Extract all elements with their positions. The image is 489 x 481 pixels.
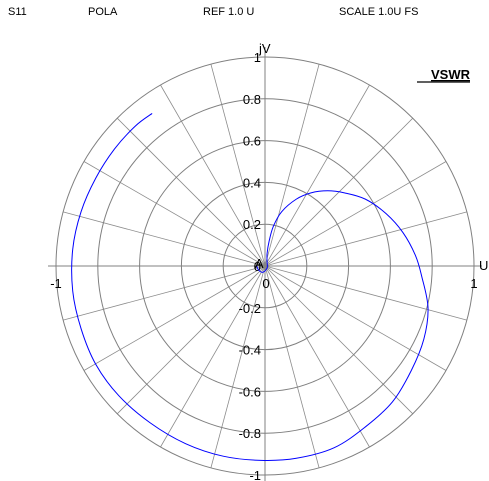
- x-tick-label: -1: [50, 276, 62, 291]
- data-traces: [71, 113, 429, 461]
- y-tick-label: 1: [254, 50, 261, 65]
- grid-spoke: [116, 265, 266, 415]
- reference-value: REF 1.0 U: [203, 6, 255, 18]
- series-line: [71, 113, 429, 461]
- y-tick-label: -0.6: [239, 384, 261, 399]
- y-axis-label: jV: [258, 41, 271, 56]
- chart-axes: [48, 47, 482, 481]
- data-markers: A: [255, 256, 264, 271]
- grid-spoke: [264, 64, 320, 267]
- grid-spoke: [264, 265, 467, 321]
- grid-spoke: [264, 265, 320, 468]
- grid-spoke: [116, 117, 266, 267]
- y-tick-label: -0.4: [239, 343, 261, 358]
- grid-spoke: [264, 211, 467, 267]
- chart-title: VSWR: [431, 67, 471, 82]
- grid-spoke: [264, 265, 414, 415]
- grid-spoke: [264, 161, 447, 267]
- grid-spoke: [210, 265, 266, 468]
- grid-spoke: [83, 161, 266, 267]
- grid-spoke: [264, 265, 370, 448]
- scale-value: SCALE 1.0U FS: [339, 6, 419, 18]
- grid-spoke: [264, 265, 447, 371]
- grid-spoke: [160, 265, 266, 448]
- marker-label: A: [255, 256, 264, 271]
- grid-spoke: [264, 84, 370, 267]
- y-tick-label: 0.4: [243, 175, 261, 190]
- tick-labels: 10.80.60.40.20-0.2-0.4-0.6-0.8-1-1 0 1: [50, 50, 477, 481]
- x-tick-label: 1: [470, 276, 477, 291]
- y-tick-label: 0.8: [243, 92, 261, 107]
- y-tick-label: -1: [249, 468, 261, 481]
- y-tick-label: 0.2: [243, 217, 261, 232]
- grid-spoke: [63, 211, 266, 267]
- x-tick-label: 0: [262, 276, 269, 291]
- grid-spoke: [160, 84, 266, 267]
- grid-spoke: [63, 265, 266, 321]
- y-tick-label: -0.8: [239, 426, 261, 441]
- display-format: POLA: [88, 6, 118, 18]
- x-axis-label: U: [479, 258, 488, 273]
- measurement-parameter: S11: [8, 6, 27, 18]
- grid-spoke: [83, 265, 266, 371]
- y-tick-label: 0.6: [243, 134, 261, 149]
- grid-spoke: [210, 64, 266, 267]
- y-tick-label: -0.2: [239, 301, 261, 316]
